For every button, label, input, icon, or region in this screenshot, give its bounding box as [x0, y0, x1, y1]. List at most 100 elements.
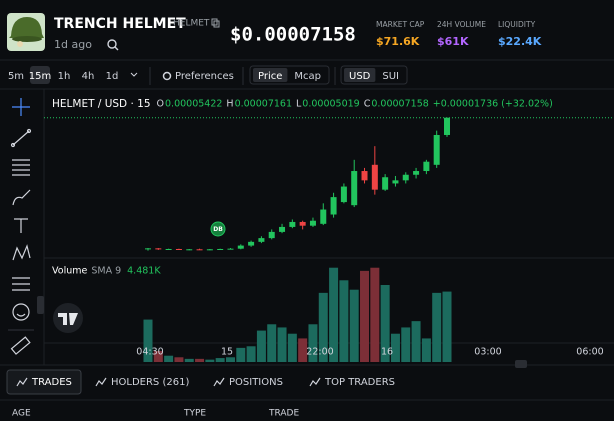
toggle-option[interactable]: USD: [349, 71, 371, 82]
volume-bar: [370, 267, 380, 362]
stat-value: $71.6K: [376, 35, 420, 48]
collapse-toolbar[interactable]: [37, 296, 44, 314]
volume-bar: [349, 289, 359, 362]
candle-body: [402, 174, 409, 181]
interval-button[interactable]: 15m: [29, 71, 51, 82]
ruler-tool[interactable]: [10, 336, 31, 355]
interval-dropdown[interactable]: [130, 72, 138, 77]
candle-body: [351, 171, 358, 206]
ohlc-label: L: [296, 99, 302, 110]
volume-label: Volume: [52, 266, 87, 277]
trendline-tool[interactable]: [10, 128, 32, 148]
pattern-tool[interactable]: [12, 244, 31, 261]
ohlc-value: 0.00005019: [302, 99, 359, 110]
emoji-tool[interactable]: [12, 303, 30, 321]
tab-icon: [309, 377, 321, 387]
candle-body: [361, 171, 368, 181]
volume-bar: [246, 346, 256, 362]
candle-body: [433, 134, 440, 165]
chart-symbol: HELMET / USD · 15: [52, 98, 151, 110]
volume-bar: [277, 327, 287, 362]
candle-body: [413, 171, 420, 175]
candle-body: [165, 248, 172, 250]
toggle-group: [340, 65, 408, 85]
volume-bar: [360, 270, 370, 362]
volume-bar: [195, 358, 205, 362]
volume-bar: [298, 338, 308, 362]
candle-body: [444, 117, 450, 135]
preferences-button[interactable]: Preferences: [175, 71, 234, 82]
table-header: TYPE: [183, 409, 206, 419]
volume-bar: [318, 292, 328, 362]
candle-body: [330, 197, 337, 215]
interval-button[interactable]: 1d: [106, 71, 119, 82]
search-icon[interactable]: [107, 39, 119, 51]
ohlc-value: 0.00005422: [165, 99, 222, 110]
interval-button[interactable]: 4h: [82, 71, 95, 82]
volume-bar: [401, 327, 411, 362]
volume-bar: [442, 291, 452, 362]
volume-bar: [380, 285, 390, 362]
chart-marker[interactable]: [210, 221, 226, 237]
text-tool[interactable]: [14, 218, 28, 233]
tab[interactable]: POSITIONS: [229, 377, 283, 388]
time-axis-label: 16: [381, 347, 393, 358]
volume-bar: [421, 338, 431, 362]
interval-button[interactable]: 5m: [8, 71, 24, 82]
volume-bar: [143, 319, 153, 362]
volume-bar: [339, 280, 349, 362]
time-axis-label: 22:00: [306, 347, 333, 358]
token-avatar: [7, 13, 45, 51]
volume-bar: [164, 355, 174, 362]
table-header: TRADE: [268, 409, 299, 419]
time-axis-label: 15: [221, 347, 233, 358]
token-ticker: HELMET: [173, 19, 210, 29]
table-header: AGE: [12, 409, 31, 419]
interval-button[interactable]: 1h: [58, 71, 71, 82]
tab[interactable]: TOP TRADERS: [324, 377, 395, 388]
candle-body: [279, 226, 286, 232]
fib-tool[interactable]: [12, 159, 30, 176]
toggle-group: [249, 65, 330, 85]
tradingview-logo: [53, 303, 83, 333]
token-name: TRENCH HELMET: [54, 16, 186, 32]
time-axis-label: 06:00: [576, 347, 603, 358]
candle-body: [217, 248, 224, 250]
crosshair-tool[interactable]: [12, 98, 30, 116]
tab-icon: [16, 377, 28, 387]
active-tab-bg: [6, 369, 82, 395]
toggle-active-bg: [253, 68, 288, 82]
token-price: $0.00007158: [230, 24, 356, 46]
candle-body: [155, 248, 162, 250]
ohlc-value: 0.00007161: [235, 99, 292, 110]
volume-bar: [267, 324, 277, 362]
volume-bar: [256, 330, 266, 362]
volume-bar: [153, 351, 163, 362]
candle-body: [392, 180, 399, 184]
stat-label: MARKET CAP: [376, 20, 425, 29]
stat-value: $61K: [437, 35, 469, 48]
scroll-handle[interactable]: [515, 360, 527, 368]
brush-tool[interactable]: [12, 189, 31, 206]
candle-body: [227, 248, 234, 250]
toggle-option[interactable]: Mcap: [294, 71, 321, 82]
candle-body: [309, 220, 316, 226]
interval-active-bg: [30, 66, 50, 84]
candle-body: [175, 248, 182, 250]
volume-bar: [390, 333, 400, 362]
candle-body: [299, 221, 306, 226]
candle-body: [289, 221, 296, 227]
copy-icon[interactable]: [211, 18, 220, 28]
candle-body: [145, 248, 151, 250]
toggle-option[interactable]: SUI: [382, 71, 399, 82]
toggle-option[interactable]: Price: [258, 71, 282, 82]
candle-body: [206, 249, 213, 251]
ohlc-label: H: [226, 99, 233, 110]
tab[interactable]: HOLDERS (261): [111, 377, 189, 388]
candle-body: [258, 238, 265, 242]
ohlc-label: C: [364, 99, 371, 110]
stat-label: LIQUIDITY: [498, 20, 536, 29]
tab[interactable]: TRADES: [31, 377, 72, 388]
measure-tool[interactable]: [12, 277, 30, 291]
